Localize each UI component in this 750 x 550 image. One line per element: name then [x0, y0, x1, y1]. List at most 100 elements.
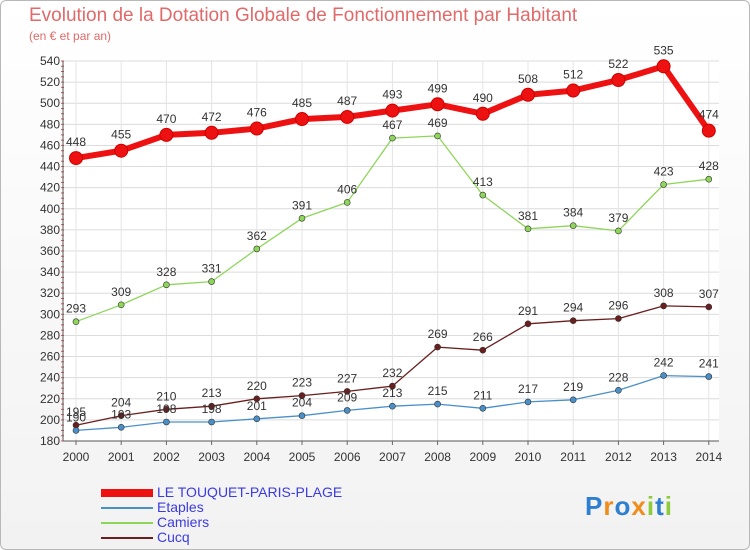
data-point	[389, 402, 396, 410]
x-tick-label: 2003	[198, 450, 225, 464]
data-point	[298, 392, 306, 399]
data-label: 508	[518, 72, 538, 86]
legend-label: LE TOUQUET-PARIS-PLAGE	[157, 484, 343, 500]
chart-grid	[63, 60, 719, 442]
y-tick-label: 460	[40, 138, 60, 152]
legend-swatch	[101, 488, 153, 497]
data-label: 476	[247, 106, 267, 120]
data-point	[69, 151, 83, 166]
data-label: 455	[111, 128, 131, 142]
data-label: 428	[699, 159, 719, 173]
data-point	[524, 320, 532, 328]
data-point	[430, 97, 445, 112]
chart-axes: 180 200 220 240 260 280 300 320 340 360 380 400 420 4…	[40, 54, 723, 464]
data-label: 493	[382, 88, 402, 102]
data-label: 512	[563, 68, 583, 82]
data-point	[701, 123, 716, 138]
data-label: 266	[473, 330, 493, 344]
data-label: 384	[563, 206, 583, 220]
data-point	[343, 407, 351, 414]
data-label: 211	[473, 388, 492, 402]
legend-item: Cucq	[101, 530, 342, 545]
data-label: 469	[428, 116, 448, 130]
data-point	[253, 415, 261, 423]
x-tick-label: 2006	[334, 450, 361, 464]
data-point	[611, 73, 626, 87]
x-tick-label: 2007	[379, 450, 406, 464]
data-point	[479, 404, 487, 412]
data-label: 535	[654, 43, 674, 57]
data-point	[253, 245, 261, 253]
x-tick-label: 2014	[695, 450, 722, 464]
logo-letter: o	[614, 491, 632, 521]
data-point	[434, 343, 441, 351]
data-label: 499	[428, 81, 448, 95]
x-tick-label: 2012	[605, 450, 632, 464]
y-tick-label: 320	[40, 286, 60, 300]
logo-letter: r	[603, 491, 615, 521]
x-tick-label: 2009	[469, 450, 496, 464]
y-tick-label: 540	[40, 54, 60, 68]
data-label: 296	[608, 299, 628, 313]
y-tick-label: 220	[40, 392, 60, 406]
data-point	[475, 106, 490, 121]
data-point	[615, 227, 622, 235]
data-point	[208, 418, 215, 426]
data-point	[117, 412, 125, 419]
data-point	[114, 143, 129, 158]
y-tick-label: 180	[40, 434, 60, 448]
data-point	[569, 222, 577, 229]
logo-letter: x	[631, 491, 647, 521]
data-label: 331	[202, 262, 222, 276]
data-point	[117, 301, 125, 309]
y-tick-label: 440	[40, 160, 60, 174]
y-tick-label: 300	[40, 307, 60, 321]
chart-title: Evolution de la Dotation Globale de Fonc…	[29, 5, 578, 26]
data-label: 195	[66, 405, 86, 419]
chart-subtitle: (en € et par an)	[29, 29, 112, 43]
data-point	[343, 388, 351, 395]
data-label: 232	[382, 366, 402, 380]
legend-swatch	[101, 506, 153, 509]
data-point	[72, 427, 80, 434]
x-tick-label: 2013	[650, 450, 677, 464]
data-label: 220	[247, 379, 267, 393]
x-tick-label: 2002	[153, 450, 180, 464]
data-point	[72, 318, 80, 326]
data-label: 223	[292, 376, 312, 390]
data-label: 190	[66, 410, 86, 424]
logo-letter: P	[585, 491, 604, 521]
data-label: 198	[156, 402, 176, 416]
data-point	[524, 225, 532, 233]
data-label: 193	[111, 407, 131, 421]
data-point	[615, 315, 622, 322]
chart-series	[69, 59, 716, 434]
data-label: 242	[654, 356, 674, 370]
data-label: 204	[292, 396, 312, 410]
data-label: 309	[111, 285, 131, 299]
data-point	[569, 396, 577, 404]
data-point	[705, 373, 713, 380]
data-point	[163, 406, 170, 413]
y-tick-label: 400	[40, 202, 60, 216]
data-point	[204, 125, 219, 140]
data-point	[295, 112, 309, 127]
data-label: 294	[563, 301, 583, 315]
data-point	[208, 278, 215, 285]
data-label: 485	[292, 96, 312, 110]
data-label: 490	[473, 91, 493, 105]
data-point	[660, 372, 667, 379]
data-point	[705, 303, 713, 311]
data-point	[208, 402, 215, 410]
data-label: 291	[518, 304, 538, 318]
data-point	[249, 121, 264, 136]
y-tick-label: 520	[40, 75, 60, 89]
data-label: 391	[292, 198, 312, 212]
logo-letter: i	[664, 491, 673, 521]
data-point	[385, 103, 400, 118]
logo-letter: i	[646, 491, 656, 521]
logo-letter: t	[655, 491, 665, 521]
y-tick-label: 340	[40, 265, 60, 279]
